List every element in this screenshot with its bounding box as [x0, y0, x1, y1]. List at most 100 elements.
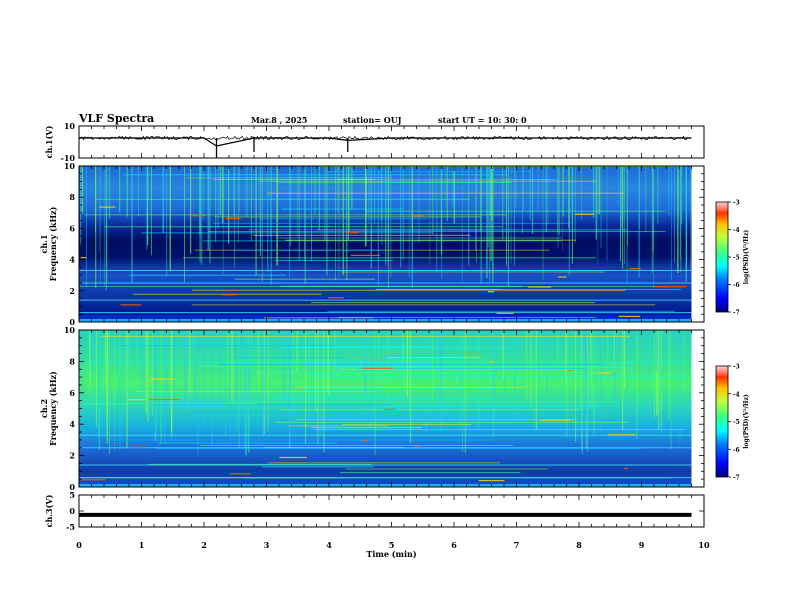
noise-spike [108, 330, 111, 455]
noise-spike [658, 330, 660, 430]
noise-spike [289, 330, 291, 448]
noise-spike [402, 166, 404, 261]
colorbar [715, 365, 729, 478]
colorbar-tick-label: -6 [733, 282, 740, 289]
noise-spike [461, 330, 463, 393]
noise-spike [558, 166, 560, 236]
noise-spike [80, 166, 82, 246]
noise-spike [337, 166, 339, 213]
noise-spike [681, 166, 683, 225]
noise-spike [190, 166, 192, 254]
x-tick-label: 6 [451, 540, 457, 550]
noise-spike [315, 330, 316, 412]
colorbar-tick-label: -6 [733, 447, 740, 454]
noise-spike [106, 330, 108, 444]
noise-spike [662, 330, 663, 400]
noise-spike [606, 166, 608, 261]
noise-spike [233, 166, 235, 217]
noise-spike [621, 330, 623, 402]
y-tick-label: 0 [69, 482, 75, 492]
noise-spike [250, 166, 252, 241]
emission-patch [229, 473, 251, 475]
emission-patch [412, 215, 424, 217]
noise-spike [436, 166, 438, 272]
noise-spike [390, 166, 392, 278]
y-tick-label: 4 [69, 255, 75, 265]
noise-spike [374, 330, 376, 455]
colorbar [715, 201, 729, 313]
noise-spike [589, 330, 591, 407]
noise-spike [89, 330, 90, 397]
noise-spike [649, 330, 651, 387]
noise-spike [197, 330, 199, 456]
noise-spike [373, 166, 376, 225]
ch1-spectrogram [79, 166, 692, 322]
noise-spike [81, 166, 84, 214]
noise-spike [326, 166, 328, 276]
emission-patch [618, 315, 640, 317]
noise-spike [311, 166, 312, 262]
noise-spike [364, 330, 366, 397]
noise-spike [574, 166, 576, 243]
noise-spike [651, 166, 653, 273]
noise-spike [239, 166, 240, 213]
noise-spike [199, 166, 201, 235]
emission-patch [384, 408, 397, 410]
noise-spike [184, 166, 185, 283]
x-tick-label: 2 [201, 540, 207, 550]
noise-spike [653, 330, 655, 418]
noise-spike [248, 330, 251, 419]
noise-spike [607, 330, 609, 401]
bottom-band [79, 484, 692, 487]
noise-spike [104, 330, 106, 386]
noise-spike [381, 166, 383, 245]
noise-spike [571, 166, 573, 222]
noise-spike [656, 330, 658, 372]
noise-spike [502, 166, 504, 240]
noise-spike [531, 166, 534, 234]
emission-patch [80, 257, 87, 259]
x-tick-label: 8 [576, 540, 582, 550]
noise-spike [186, 330, 188, 410]
noise-spike [161, 330, 163, 379]
x-tick-label: 0 [76, 540, 82, 550]
emission-patch [148, 398, 180, 401]
emission-patch [623, 467, 628, 470]
emission-patch [99, 206, 116, 208]
noise-spike [638, 166, 640, 278]
noise-spike [289, 330, 290, 379]
noise-spike [668, 166, 670, 216]
noise-spike [237, 166, 239, 243]
noise-spike [535, 330, 537, 430]
x-axis-label: Time (min) [366, 549, 416, 559]
noise-spike [402, 330, 403, 370]
noise-spike [292, 330, 294, 408]
noise-spike [276, 166, 278, 266]
noise-spike [308, 330, 310, 414]
noise-spike [151, 330, 153, 417]
emission-patch [189, 215, 206, 217]
noise-spike [298, 166, 300, 261]
noise-spike [387, 330, 389, 398]
noise-spike [522, 166, 523, 234]
noise-spike [642, 330, 643, 428]
noise-spike [656, 330, 658, 416]
noise-spike [679, 166, 681, 260]
noise-spike [502, 330, 504, 381]
x-tick-label: 7 [514, 540, 520, 550]
noise-spike [215, 166, 217, 242]
noise-spike [685, 166, 687, 282]
emission-patch [528, 286, 552, 288]
noise-spike [119, 330, 121, 450]
noise-spike [507, 330, 509, 371]
noise-spike [617, 166, 619, 207]
noise-spike [166, 166, 168, 277]
noise-spike [245, 166, 247, 217]
noise-spike [247, 166, 249, 218]
noise-spike [613, 330, 615, 372]
noise-spike [125, 330, 126, 385]
noise-spike [225, 330, 226, 437]
y-tick-label: 6 [69, 223, 75, 233]
y-tick-label: -5 [66, 522, 75, 532]
noise-spike [186, 330, 188, 408]
